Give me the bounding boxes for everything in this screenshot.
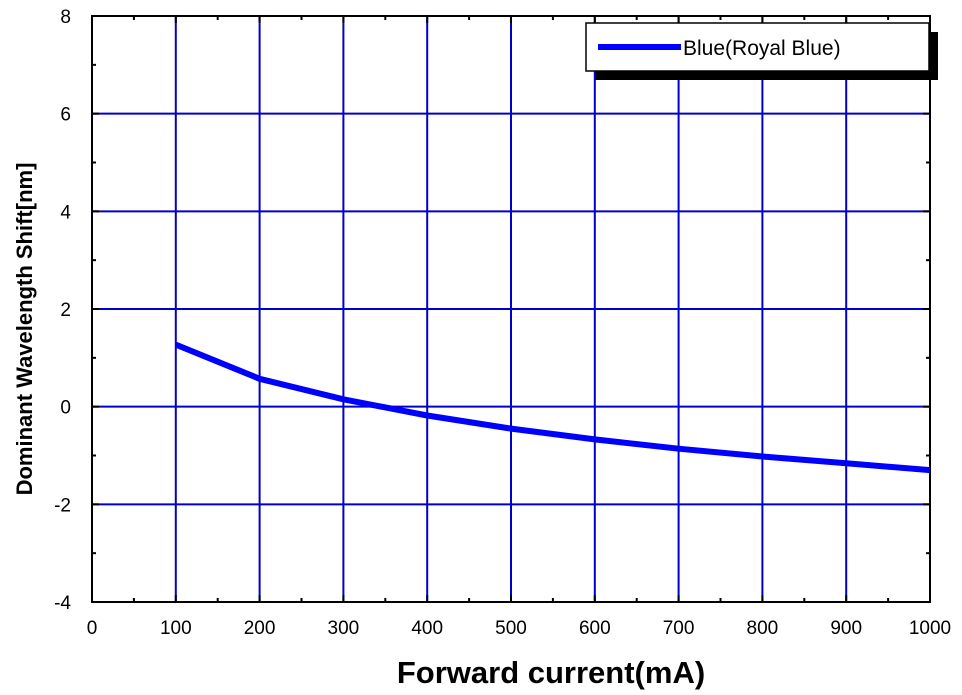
legend-label: Blue(Royal Blue) — [683, 37, 841, 60]
x-tick-label: 1000 — [909, 618, 951, 639]
x-tick-label: 500 — [495, 618, 527, 639]
x-tick-label: 300 — [328, 618, 360, 639]
y-tick-label: -2 — [54, 495, 71, 516]
ticks: 0 100 200 300 400 500 600 700 800 900 1000 -4 -2 0 2 4 6… — [54, 7, 951, 639]
x-tick-label: 400 — [411, 618, 443, 639]
x-tick-label: 900 — [830, 618, 862, 639]
y-tick-label: 4 — [60, 202, 71, 223]
series-layer — [174, 341, 931, 474]
y-tick-label: -4 — [54, 593, 71, 614]
x-tick-label: 600 — [579, 618, 611, 639]
series-line-0 — [174, 341, 931, 474]
y-tick-label: 0 — [60, 398, 71, 419]
y-axis-title: Dominant Wavelength Shift[nm] — [12, 163, 37, 496]
x-tick-label: 700 — [663, 618, 695, 639]
x-axis-title: Forward current(mA) — [397, 655, 705, 690]
y-tick-label: 6 — [60, 105, 71, 126]
legend: Blue(Royal Blue) — [585, 22, 938, 80]
y-tick-label: 2 — [60, 300, 71, 321]
grid — [92, 16, 930, 602]
x-tick-label: 100 — [160, 618, 192, 639]
x-tick-label: 200 — [244, 618, 276, 639]
x-tick-label: 0 — [87, 618, 98, 639]
y-tick-label: 8 — [60, 7, 71, 28]
x-tick-label: 800 — [747, 618, 779, 639]
